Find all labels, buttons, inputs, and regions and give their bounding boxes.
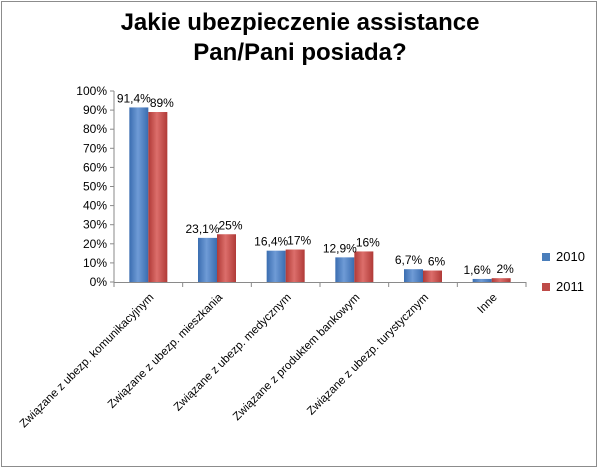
chart-title-line-2: Pan/Pani posiada? [193, 39, 407, 66]
y-tick-label: 50% [83, 180, 107, 194]
category-label-3: Związane z ubezp. medycznym [172, 292, 294, 414]
legend-label-2010: 2010 [556, 249, 585, 264]
y-tick-label: 30% [83, 218, 107, 232]
data-label-2011-6: 2% [496, 262, 514, 276]
category-label-4: Związane z produktem bankowym [231, 292, 362, 423]
category-label-5: Związane z ubezp. turystycznym [305, 292, 431, 418]
data-label-2010-5: 6,7% [395, 253, 423, 267]
bar-2010-4 [335, 257, 355, 282]
data-label-2010-4: 12,9% [323, 241, 357, 255]
chart-title: Jakie ubezpieczenie assistance Pan/Pani … [0, 8, 600, 68]
bar-2011-5 [423, 270, 442, 282]
data-label-2011-4: 16% [356, 235, 380, 249]
legend-swatch-2011 [542, 283, 550, 291]
bar-2011-3 [285, 249, 305, 282]
y-tick-label: 80% [83, 122, 107, 136]
data-label-2011-1: 89% [150, 96, 174, 110]
legend-swatch-2010 [542, 253, 550, 261]
bar-2010-6 [472, 278, 492, 282]
bar-2011-6 [491, 278, 511, 282]
bar-2011-4 [354, 251, 374, 282]
category-label-2: Związane z ubezp. mieszkania [106, 291, 226, 411]
data-label-2011-2: 25% [218, 218, 242, 232]
bar-2010-5 [404, 269, 423, 282]
category-label-6: Inne [475, 292, 499, 316]
bar-2011-2 [217, 234, 236, 282]
y-tick-label: 10% [83, 256, 107, 270]
chart-title-line-1: Jakie ubezpieczenie assistance [120, 9, 480, 36]
data-label-2010-1: 91,4% [117, 91, 151, 105]
legend-label-2011: 2011 [556, 279, 584, 294]
data-label-2011-3: 17% [287, 234, 311, 248]
bar-2010-1 [129, 107, 149, 283]
data-label-2010-6: 1,6% [463, 263, 491, 277]
y-tick-label: 40% [83, 199, 107, 213]
y-tick-label: 60% [83, 160, 107, 174]
y-tick-label: 0% [90, 275, 108, 289]
bar-2010-3 [266, 250, 286, 282]
y-tick-label: 20% [83, 237, 107, 251]
bar-2010-2 [198, 237, 217, 282]
y-tick-label: 100% [76, 84, 107, 98]
data-label-2010-2: 23,1% [185, 222, 219, 236]
data-label-2011-5: 6% [428, 255, 446, 269]
bar-2011-1 [148, 112, 168, 282]
data-label-2010-3: 16,4% [254, 235, 288, 249]
y-tick-label: 90% [83, 103, 107, 117]
category-label-1: Związane z ubezp. komunikacyjnym [18, 292, 157, 431]
y-tick-label: 70% [83, 141, 107, 155]
